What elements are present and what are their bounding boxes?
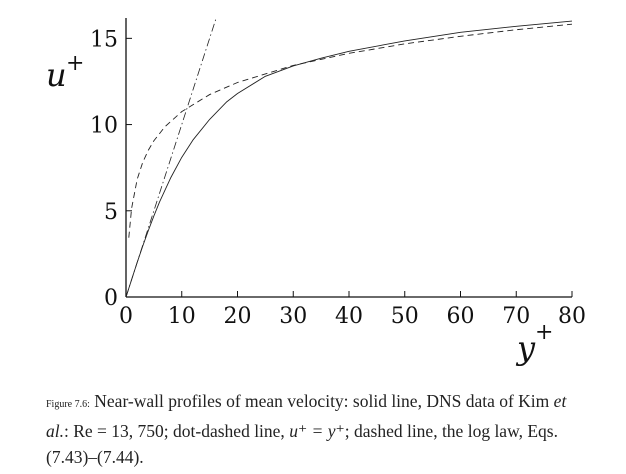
series-line-solid: [126, 20, 572, 297]
y-tick-label: 5: [104, 200, 118, 225]
axes: [125, 18, 572, 298]
x-ticks: 0 10 20 30 40 50 60 70 80: [119, 291, 586, 329]
x-tick-label: 60: [447, 304, 475, 329]
caption-label: Figure 7.6:: [46, 399, 90, 410]
x-tick-label: 50: [391, 304, 419, 329]
y-ticks: 0 5 10 15: [90, 27, 132, 311]
x-tick-label: 20: [224, 304, 252, 329]
x-tick-label: 30: [279, 304, 307, 329]
series-layer: [126, 18, 572, 297]
y-axis-label: u: [46, 56, 67, 94]
caption-text-part2: : Re = 13, 750; dot-dashed line,: [64, 421, 285, 441]
y-axis-label-superscript: +: [66, 51, 84, 76]
chart: 0 10 20 30 40 50 60 70 80 0 5 10 15 u + y +: [46, 18, 586, 367]
y-tick-label: 15: [90, 27, 118, 52]
x-tick-label: 80: [558, 304, 586, 329]
x-tick-label: 0: [119, 304, 133, 329]
x-axis-label: y: [515, 329, 536, 367]
caption-authors: et al.: [46, 391, 567, 441]
series-line-dot-dashed: [126, 18, 217, 297]
caption-math: u⁺ = y⁺: [289, 421, 345, 441]
y-tick-label: 0: [104, 286, 118, 311]
x-tick-label: 70: [502, 304, 530, 329]
figure-caption: Figure 7.6: Near-wall profiles of mean v…: [46, 388, 591, 470]
x-tick-label: 10: [168, 304, 196, 329]
x-axis-label-superscript: +: [535, 320, 553, 345]
y-tick-label: 10: [90, 114, 118, 139]
caption-text-part3: ; dashed line, the log law, Eqs. (7.43)–…: [46, 421, 558, 467]
x-tick-label: 40: [335, 304, 363, 329]
series-line-dashed: [128, 23, 572, 238]
caption-text-part1: Near-wall profiles of mean velocity: sol…: [94, 391, 550, 411]
